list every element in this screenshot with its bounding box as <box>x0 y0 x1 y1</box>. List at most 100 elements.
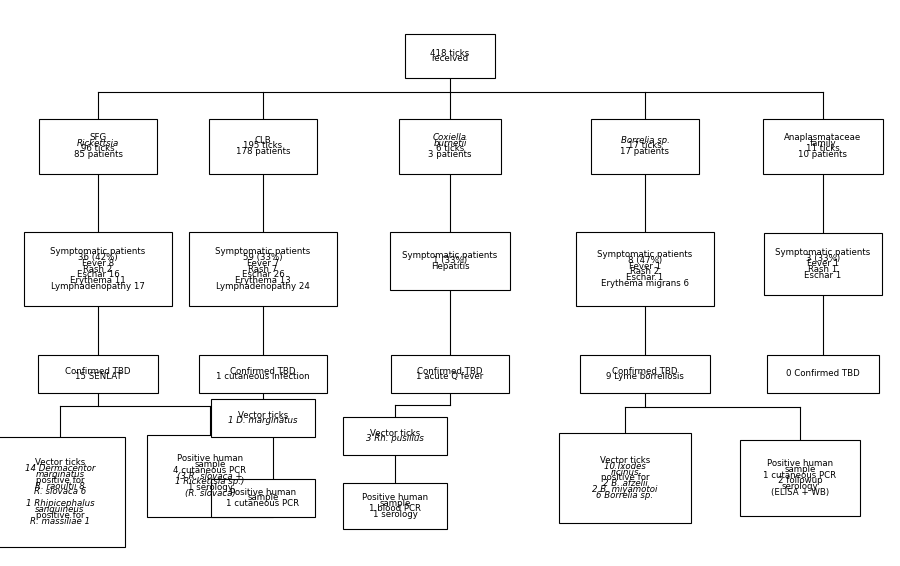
Text: Anaplasmataceae: Anaplasmataceae <box>785 133 861 142</box>
Text: 8 (47%): 8 (47%) <box>628 256 662 265</box>
Text: Fever 7: Fever 7 <box>247 259 279 268</box>
Text: Rickettsia: Rickettsia <box>76 139 119 148</box>
FancyBboxPatch shape <box>24 232 172 306</box>
Text: 96 ticks: 96 ticks <box>81 144 115 153</box>
Text: Rash 7: Rash 7 <box>248 264 277 273</box>
Text: 178 patients: 178 patients <box>236 147 290 156</box>
Text: 85 patients: 85 patients <box>74 150 122 159</box>
Text: Borrelia sp.: Borrelia sp. <box>621 136 670 145</box>
FancyBboxPatch shape <box>405 34 495 78</box>
Text: 15 SENLAT: 15 SENLAT <box>75 372 122 381</box>
Text: marginatus: marginatus <box>35 470 85 479</box>
FancyBboxPatch shape <box>189 232 337 306</box>
FancyBboxPatch shape <box>209 118 317 174</box>
Text: 1 D. marginatus: 1 D. marginatus <box>229 417 298 426</box>
Text: (ELISA + WB): (ELISA + WB) <box>771 488 829 497</box>
Text: positive for: positive for <box>36 476 85 485</box>
Text: received: received <box>431 54 469 63</box>
Text: ricinus: ricinus <box>611 468 639 477</box>
Text: positive for: positive for <box>36 511 85 520</box>
Text: 3 patients: 3 patients <box>428 150 472 159</box>
Text: Lymphadenopathy 24: Lymphadenopathy 24 <box>216 282 310 291</box>
Text: serology: serology <box>782 482 818 491</box>
Text: Symptomatic patients: Symptomatic patients <box>598 250 693 259</box>
Text: Hepatitis: Hepatitis <box>431 262 469 271</box>
Text: Erythema 13: Erythema 13 <box>235 276 291 285</box>
FancyBboxPatch shape <box>767 355 879 393</box>
FancyBboxPatch shape <box>199 355 327 393</box>
Text: 6 ticks: 6 ticks <box>436 144 464 153</box>
Text: 4 cutaneous PCR: 4 cutaneous PCR <box>174 466 247 475</box>
Text: CLB: CLB <box>255 136 272 145</box>
Text: 14 Dermacentor: 14 Dermacentor <box>25 464 95 473</box>
Text: Positive human: Positive human <box>230 488 296 497</box>
Text: Vector ticks: Vector ticks <box>35 458 86 468</box>
FancyBboxPatch shape <box>559 433 691 523</box>
Text: Rash 2: Rash 2 <box>630 267 660 276</box>
FancyBboxPatch shape <box>591 118 699 174</box>
Text: Fever 1: Fever 1 <box>807 259 839 268</box>
Text: Confirmed TBD: Confirmed TBD <box>230 367 296 376</box>
Text: Confirmed TBD: Confirmed TBD <box>65 367 130 376</box>
Text: 1 serology: 1 serology <box>373 510 418 519</box>
Text: 1 cutaneous PCR: 1 cutaneous PCR <box>763 470 837 479</box>
Text: SFG: SFG <box>89 133 106 142</box>
Text: 11 ticks: 11 ticks <box>806 144 840 153</box>
Text: 59 (33%): 59 (33%) <box>243 253 283 262</box>
Text: 3 Rh. pusillus: 3 Rh. pusillus <box>366 434 424 443</box>
FancyBboxPatch shape <box>343 417 447 455</box>
Text: 1 (33%): 1 (33%) <box>433 256 467 265</box>
Text: R. raoultii 8: R. raoultii 8 <box>35 482 85 491</box>
Text: Confirmed TBD: Confirmed TBD <box>418 367 482 376</box>
Text: 1 cutaneous PCR: 1 cutaneous PCR <box>227 499 300 508</box>
FancyBboxPatch shape <box>580 355 710 393</box>
Text: R. massiliae 1: R. massiliae 1 <box>30 517 90 525</box>
Text: 195 ticks: 195 ticks <box>243 142 283 151</box>
Text: 1 Rickettsia sp.): 1 Rickettsia sp.) <box>176 477 245 486</box>
Text: Positive human: Positive human <box>362 493 428 502</box>
Text: 2 B. afzelii: 2 B. afzelii <box>603 479 647 488</box>
Text: 17 patients: 17 patients <box>620 147 670 156</box>
Text: 0 Confirmed TBD: 0 Confirmed TBD <box>786 370 860 379</box>
Text: Symptomatic patients: Symptomatic patients <box>50 247 146 256</box>
FancyBboxPatch shape <box>576 232 714 306</box>
Text: sample: sample <box>248 494 279 503</box>
Text: sample: sample <box>784 465 815 474</box>
FancyBboxPatch shape <box>147 435 273 517</box>
FancyBboxPatch shape <box>740 440 860 516</box>
Text: Rash 1: Rash 1 <box>808 265 838 275</box>
FancyBboxPatch shape <box>391 355 509 393</box>
FancyBboxPatch shape <box>764 233 882 295</box>
Text: 1 Rhipicephalus: 1 Rhipicephalus <box>26 499 94 508</box>
Text: Eschar 16: Eschar 16 <box>76 271 120 279</box>
Text: 418 ticks: 418 ticks <box>430 49 470 58</box>
Text: 1 cutaneous infection: 1 cutaneous infection <box>216 372 310 381</box>
Text: R. slovaca 6: R. slovaca 6 <box>34 487 86 496</box>
Text: Symptomatic patients: Symptomatic patients <box>215 247 310 256</box>
Text: 1 acute Q fever: 1 acute Q fever <box>417 372 483 381</box>
FancyBboxPatch shape <box>343 483 447 529</box>
Text: Symptomatic patients: Symptomatic patients <box>402 251 498 260</box>
Text: sample: sample <box>379 499 410 508</box>
Text: Lymphadenopathy 17: Lymphadenopathy 17 <box>51 282 145 291</box>
Text: burnetii: burnetii <box>433 139 467 148</box>
Text: 1 serology: 1 serology <box>187 483 232 492</box>
Text: Erythema 11: Erythema 11 <box>70 276 126 285</box>
Text: sanguineus: sanguineus <box>35 505 85 514</box>
Text: 2 followup: 2 followup <box>778 477 823 486</box>
Text: 36 (42%): 36 (42%) <box>78 253 118 262</box>
Text: sample: sample <box>194 460 226 469</box>
Text: (3 R. slovaca +: (3 R. slovaca + <box>177 471 243 481</box>
Text: Vector ticks: Vector ticks <box>600 456 650 465</box>
Text: 1 blood PCR: 1 blood PCR <box>369 504 421 513</box>
Text: Coxiella: Coxiella <box>433 133 467 142</box>
Text: 3 (33%): 3 (33%) <box>806 254 840 263</box>
FancyBboxPatch shape <box>39 118 157 174</box>
Text: Positive human: Positive human <box>177 454 243 463</box>
FancyBboxPatch shape <box>38 355 158 393</box>
Text: positive for: positive for <box>601 474 649 482</box>
Text: Rash 2: Rash 2 <box>84 264 112 273</box>
FancyBboxPatch shape <box>211 399 315 437</box>
Text: Eschar 1: Eschar 1 <box>805 271 842 280</box>
Text: Erythema migrans 6: Erythema migrans 6 <box>601 279 689 288</box>
